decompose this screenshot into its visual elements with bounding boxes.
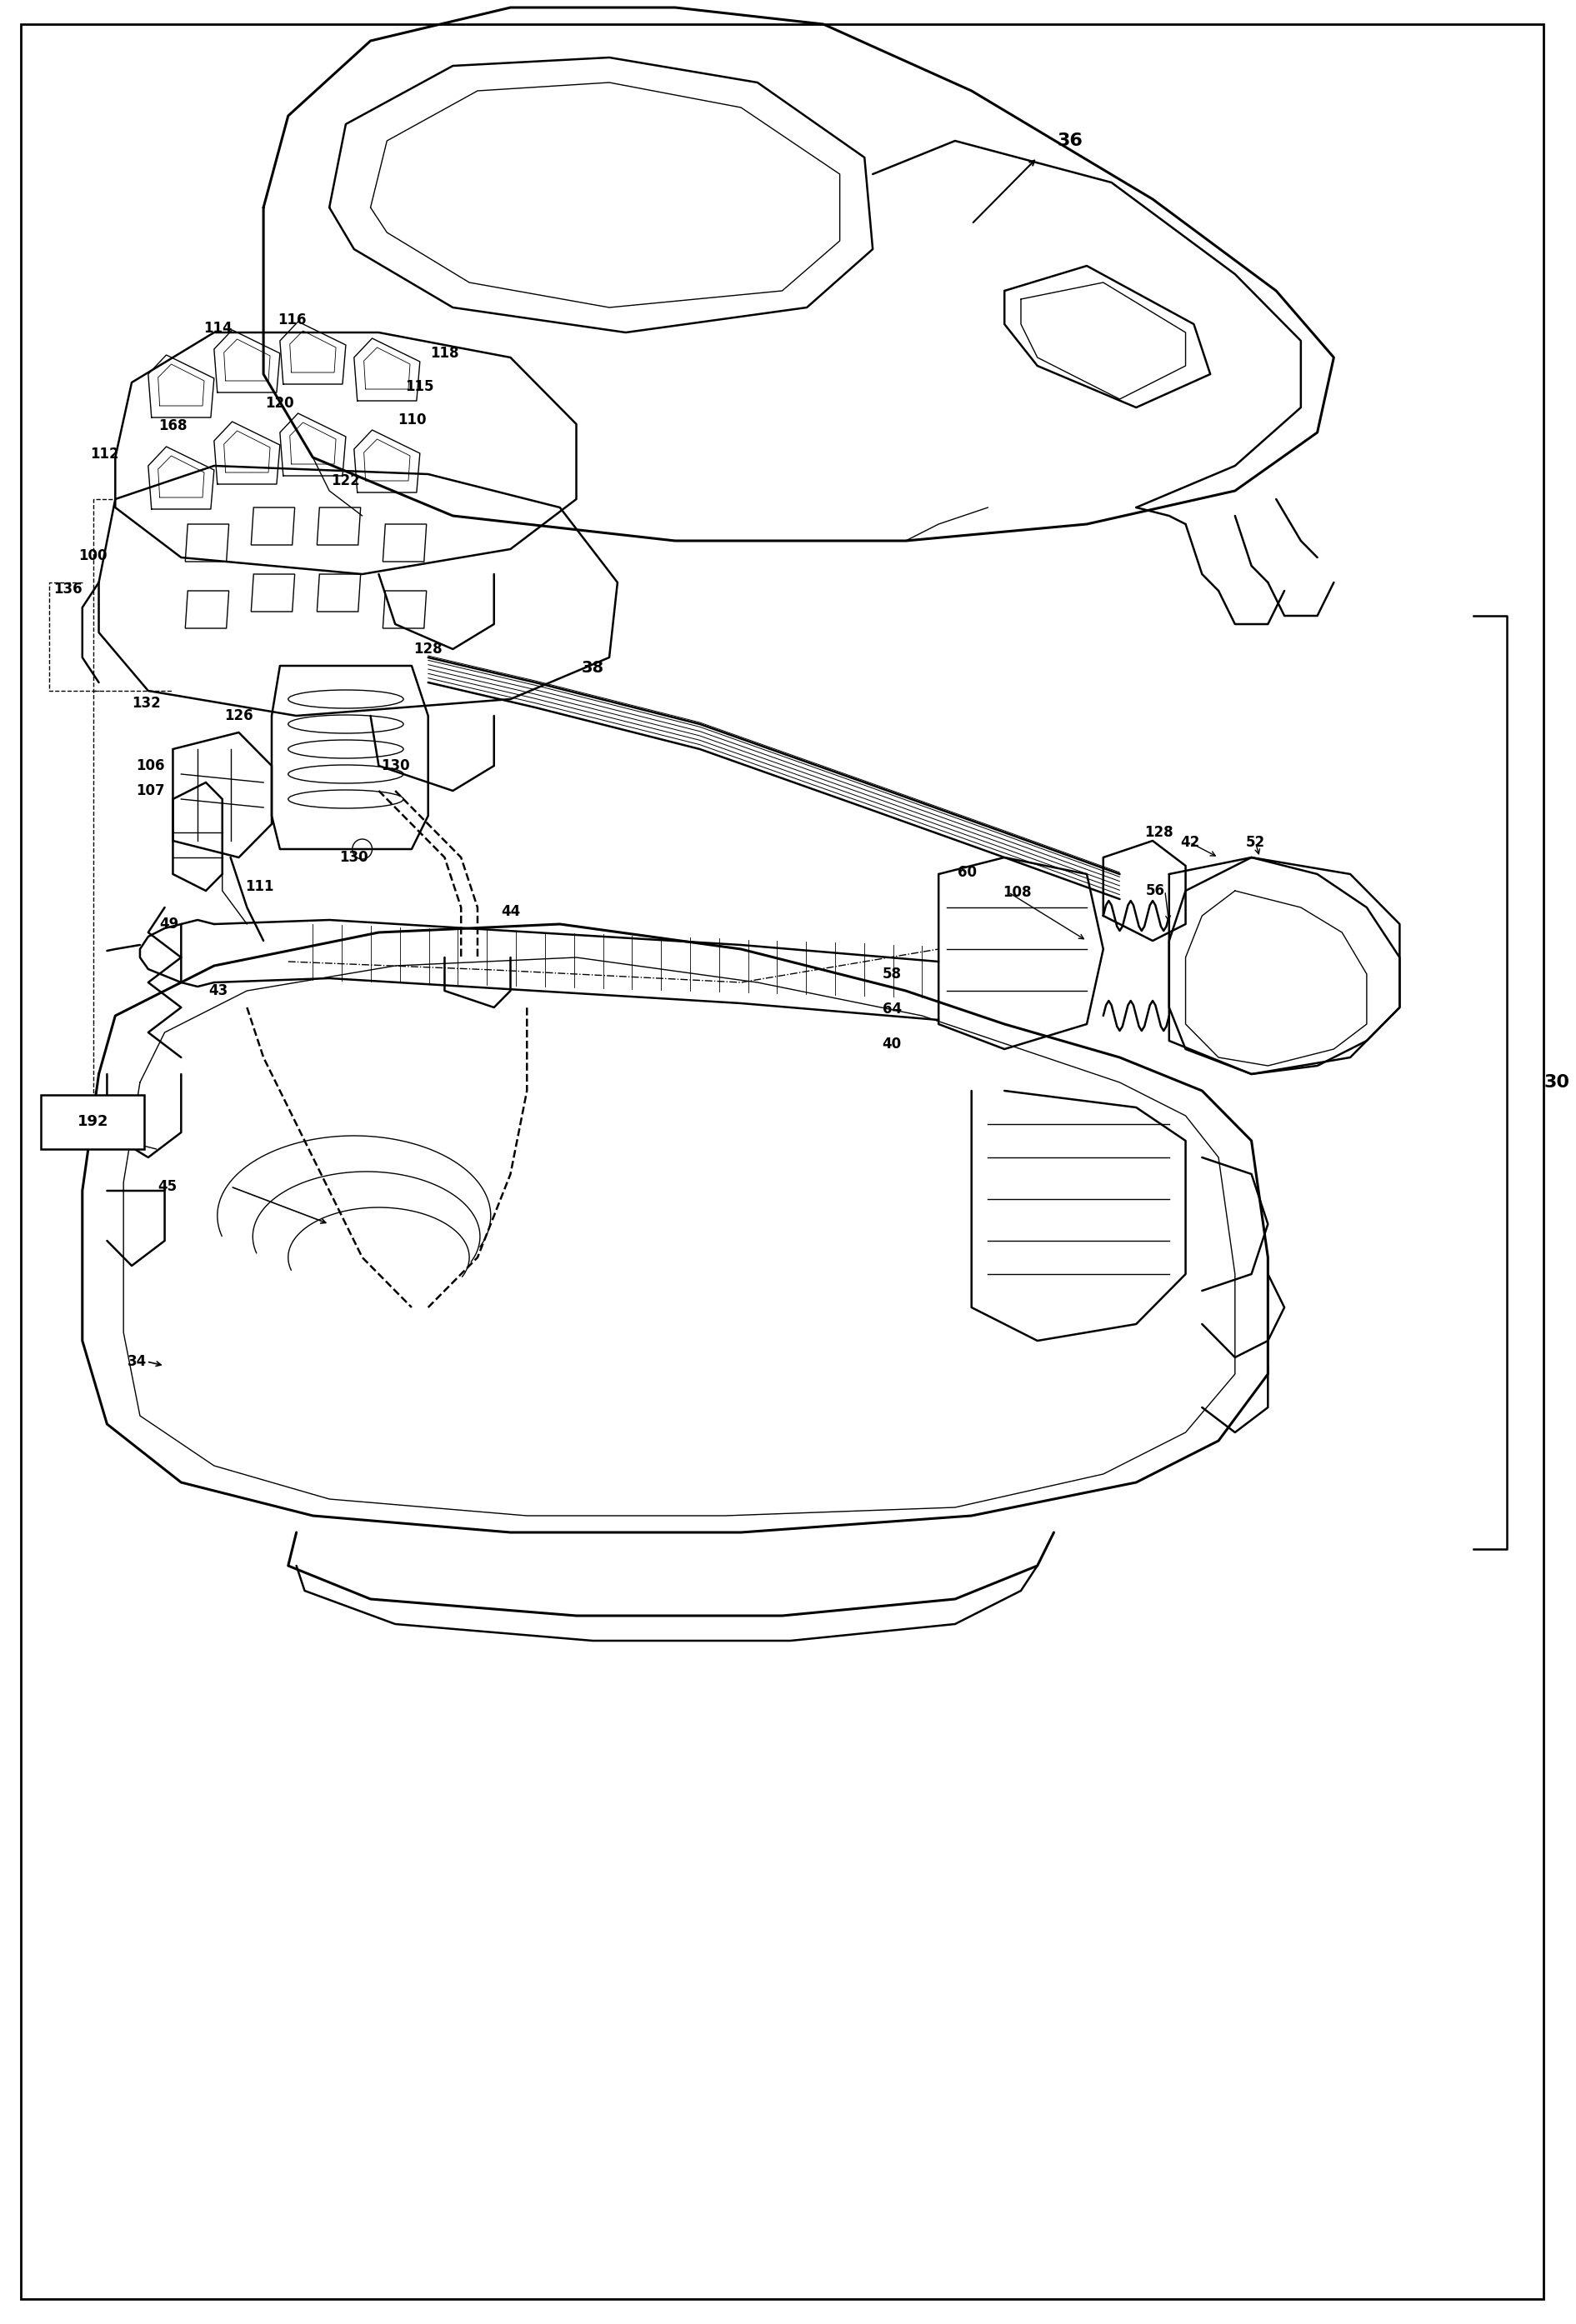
- Text: 126: 126: [224, 709, 254, 723]
- Text: 128: 128: [1144, 825, 1173, 839]
- Text: 136: 136: [54, 581, 82, 597]
- Text: 110: 110: [397, 411, 426, 428]
- Text: 114: 114: [203, 321, 233, 335]
- Text: 116: 116: [277, 311, 307, 328]
- Text: 118: 118: [430, 346, 459, 360]
- Text: 64: 64: [883, 1002, 901, 1016]
- Text: 108: 108: [1002, 885, 1031, 899]
- Text: 49: 49: [159, 916, 178, 932]
- Text: 52: 52: [1247, 834, 1266, 851]
- Text: 42: 42: [1180, 834, 1199, 851]
- Text: 40: 40: [883, 1037, 901, 1050]
- Text: 111: 111: [244, 878, 274, 895]
- Text: 44: 44: [501, 904, 520, 918]
- Text: 107: 107: [136, 783, 164, 797]
- Text: 128: 128: [413, 641, 443, 658]
- FancyBboxPatch shape: [41, 1095, 143, 1148]
- Text: 43: 43: [208, 983, 229, 999]
- Text: 56: 56: [1146, 883, 1165, 899]
- Text: 38: 38: [582, 660, 604, 676]
- Text: 58: 58: [883, 967, 901, 981]
- Text: 168: 168: [159, 418, 188, 432]
- Text: 130: 130: [381, 758, 410, 774]
- Text: 112: 112: [90, 446, 120, 462]
- Text: 106: 106: [136, 758, 164, 774]
- Text: 115: 115: [405, 379, 435, 395]
- Text: 100: 100: [79, 548, 107, 562]
- Text: 120: 120: [265, 395, 295, 411]
- Text: 130: 130: [339, 851, 369, 865]
- Text: 192: 192: [77, 1113, 109, 1129]
- Text: 122: 122: [331, 474, 361, 488]
- Text: 36: 36: [1057, 132, 1083, 149]
- Text: 60: 60: [958, 865, 977, 881]
- Text: 132: 132: [131, 695, 161, 711]
- Text: 34: 34: [128, 1355, 147, 1369]
- Text: 45: 45: [158, 1178, 177, 1195]
- Text: 30: 30: [1544, 1074, 1570, 1090]
